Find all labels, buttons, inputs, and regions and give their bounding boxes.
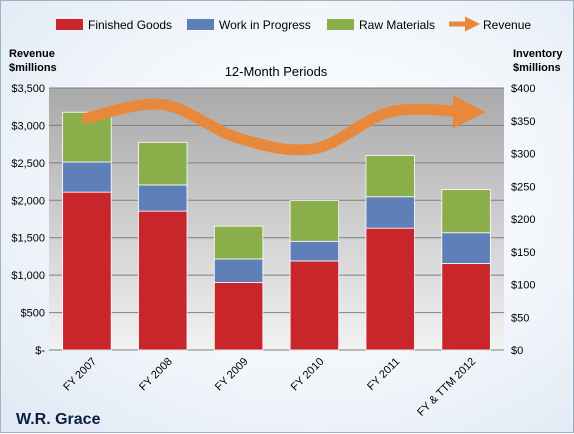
x-axis-labels: FY 2007 FY 2008 FY 2009 FY 2010 FY 2011 FY & … — [61, 356, 478, 419]
legend-swatch-raw-materials — [327, 19, 354, 30]
left-tick-label: $2,500 — [11, 158, 45, 170]
bar-work-in-progress — [365, 196, 415, 229]
legend-label-work-in-progress: Work in Progress — [219, 18, 311, 32]
legend-label-revenue: Revenue — [483, 18, 531, 32]
left-tick-label: $1,500 — [11, 233, 45, 245]
x-tick-label: FY 2008 — [137, 356, 175, 394]
left-tick-label: $2,000 — [11, 195, 45, 207]
left-axis-title-line1: Revenue — [9, 48, 55, 60]
revenue-line — [81, 95, 486, 156]
left-tick-label: $1,000 — [11, 270, 45, 282]
gridlines — [49, 87, 504, 351]
right-tick-label: $50 — [511, 312, 529, 324]
right-tick-label: $0 — [511, 345, 523, 357]
bar-raw-materials — [289, 200, 340, 242]
left-tick-label: $500 — [21, 308, 45, 320]
legend-swatch-work-in-progress — [187, 19, 214, 30]
chart-subtitle: 12-Month Periods — [225, 64, 328, 79]
left-axis-ticks: $- $500 $1,000 $1,500 $2,000 $2,500 $3,000 $3,5… — [11, 83, 45, 357]
bar-work-in-progress — [62, 161, 112, 193]
right-tick-label: $150 — [511, 247, 535, 259]
right-axis-ticks: $0 $50 $100 $150 $200 $250 $300 $350 $400 — [511, 83, 535, 357]
right-tick-label: $200 — [511, 214, 535, 226]
right-tick-label: $100 — [511, 280, 535, 292]
bar-finished-goods — [289, 260, 340, 351]
bar-finished-goods — [62, 191, 112, 351]
left-tick-label: $3,000 — [11, 120, 45, 132]
right-axis-title-line1: Inventory — [513, 48, 563, 60]
x-tick-label: FY 2007 — [61, 356, 99, 394]
legend-swatch-finished-goods — [56, 19, 83, 30]
right-tick-label: $300 — [511, 149, 535, 161]
bar-finished-goods — [365, 227, 415, 351]
legend-label-raw-materials: Raw Materials — [359, 18, 435, 32]
x-tick-label: FY 2011 — [365, 356, 402, 393]
right-tick-label: $250 — [511, 181, 535, 193]
bar-finished-goods — [138, 210, 188, 351]
legend-label-finished-goods: Finished Goods — [88, 18, 172, 32]
bar-raw-materials — [365, 155, 415, 198]
bar-raw-materials — [138, 141, 188, 186]
right-tick-label: $400 — [511, 83, 535, 95]
bar-work-in-progress — [213, 258, 264, 283]
right-tick-label: $350 — [511, 116, 535, 128]
bar-work-in-progress — [441, 232, 491, 264]
bar-work-in-progress — [138, 184, 188, 212]
plot-area — [49, 88, 504, 350]
left-axis-title-line2: $millions — [9, 62, 57, 74]
bar-work-in-progress — [289, 240, 340, 262]
x-tick-label: FY & TTM 2012 — [415, 356, 478, 419]
left-tick-label: $3,500 — [11, 83, 45, 95]
bar-finished-goods — [213, 282, 264, 351]
bar-finished-goods — [441, 263, 491, 351]
right-axis-title-line2: $millions — [513, 62, 561, 74]
left-tick-label: $- — [35, 345, 45, 357]
legend: Finished Goods Work in Progress Raw Mate… — [56, 16, 531, 32]
bar-raw-materials — [441, 189, 491, 234]
bar-raw-materials — [213, 225, 264, 260]
company-name: W.R. Grace — [16, 411, 101, 428]
bars — [62, 111, 491, 351]
x-tick-label: FY 2009 — [213, 356, 251, 394]
x-tick-label: FY 2010 — [289, 356, 327, 394]
